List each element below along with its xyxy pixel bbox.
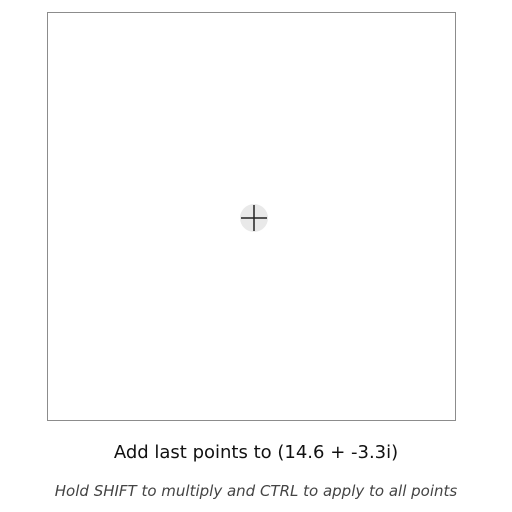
origin-handle[interactable] [240,204,268,232]
crosshair-icon [241,205,267,231]
modifier-hint: Hold SHIFT to multiply and CTRL to apply… [54,482,458,500]
complex-plane-canvas[interactable] [47,12,456,421]
operation-instruction: Add last points to (14.6 + -3.3i) [113,442,399,463]
